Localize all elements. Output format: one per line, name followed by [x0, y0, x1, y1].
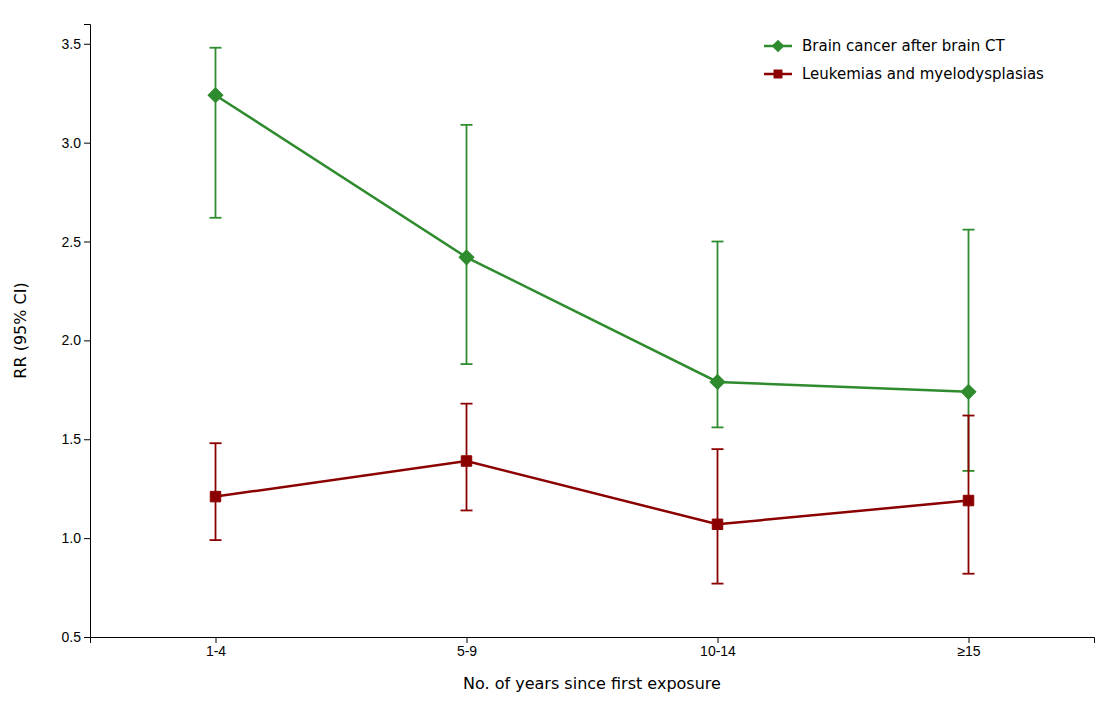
marker: [712, 519, 722, 529]
x-tick-label: 5-9: [457, 643, 477, 659]
error-bar: [963, 416, 975, 574]
error-bar-line: [968, 416, 970, 574]
plot: 0.5 1.0 1.5 2.0 2.5 3.0 3.5 1-4 5-9 10-14 ≥15 Brain…: [62, 25, 1095, 659]
marker: [208, 88, 223, 103]
y-tick-label: 0.5: [62, 629, 82, 645]
marker: [961, 384, 976, 399]
y-axis-line: [84, 25, 91, 638]
error-bar: [210, 443, 222, 540]
legend: Brain cancer after brain CT Leukemias and…: [764, 37, 1044, 83]
y-tick-mark: [84, 143, 90, 144]
error-bar-cap: [963, 415, 975, 417]
error-bar-cap: [461, 403, 473, 405]
x-tick: 1-4: [206, 637, 226, 659]
x-axis: 1-4 5-9 10-14 ≥15: [91, 637, 1095, 659]
y-tick: 3.5: [62, 36, 90, 52]
y-tick: 2.0: [62, 332, 90, 348]
series: [210, 404, 975, 584]
y-tick-mark: [84, 439, 90, 440]
error-bar-cap: [712, 583, 724, 585]
legend-label: Leukemias and myelodysplasias: [802, 65, 1044, 83]
legend-item: Leukemias and myelodysplasias: [764, 65, 1044, 83]
y-tick-label: 3.5: [62, 36, 82, 52]
marker: [210, 491, 220, 501]
error-bar-cap: [461, 363, 473, 365]
error-bar-cap: [963, 229, 975, 231]
y-axis: 0.5 1.0 1.5 2.0 2.5 3.0 3.5: [62, 25, 91, 645]
error-bar-line: [717, 242, 719, 428]
error-bar: [461, 125, 473, 364]
y-tick-label: 2.0: [62, 332, 82, 348]
error-bar-cap: [712, 241, 724, 243]
error-bar: [712, 242, 724, 428]
y-tick-mark: [84, 538, 90, 539]
error-bar-cap: [712, 448, 724, 450]
x-tick-label: 10-14: [700, 643, 736, 659]
y-tick-mark: [84, 637, 90, 638]
error-bar-cap: [461, 124, 473, 126]
error-bar-cap: [461, 510, 473, 512]
marker: [710, 374, 725, 389]
error-bar-cap: [210, 217, 222, 219]
line: [216, 461, 969, 524]
error-bar-cap: [210, 442, 222, 444]
x-tick: ≥15: [957, 637, 980, 659]
marks: [208, 48, 976, 584]
y-tick-mark: [84, 340, 90, 341]
y-tick: 3.0: [62, 135, 90, 151]
series: [208, 48, 976, 471]
error-bar-cap: [210, 47, 222, 49]
error-bar-cap: [963, 573, 975, 575]
x-axis-title: No. of years since first exposure: [463, 674, 721, 693]
error-bar: [210, 48, 222, 218]
y-tick: 1.0: [62, 530, 90, 546]
x-tick-label: 1-4: [206, 643, 226, 659]
x-tick: 5-9: [457, 637, 477, 659]
y-tick-label: 3.0: [62, 135, 82, 151]
x-axis-line: [91, 638, 1095, 644]
error-bar-line: [717, 449, 719, 583]
marker: [459, 250, 474, 265]
y-tick-mark: [84, 242, 90, 243]
chart: 0.5 1.0 1.5 2.0 2.5 3.0 3.5 1-4 5-9 10-14 ≥15 Brain…: [0, 0, 1118, 707]
y-axis-title: RR (95% CI): [11, 282, 30, 378]
marker: [963, 495, 973, 505]
y-tick-label: 1.5: [62, 431, 82, 447]
legend-label: Brain cancer after brain CT: [802, 37, 1005, 55]
marker: [461, 456, 471, 466]
error-bar-cap: [712, 426, 724, 428]
y-tick: 0.5: [62, 629, 90, 645]
y-tick: 2.5: [62, 233, 90, 249]
error-bar-line: [466, 125, 468, 364]
line: [216, 95, 969, 392]
y-tick-mark: [84, 44, 90, 45]
y-tick-label: 1.0: [62, 530, 82, 546]
error-bar: [712, 449, 724, 583]
x-tick-label: ≥15: [957, 643, 980, 659]
error-bar: [461, 404, 473, 511]
legend-item: Brain cancer after brain CT: [764, 37, 1005, 55]
error-bar-cap: [210, 539, 222, 541]
legend-marker: [774, 70, 783, 79]
y-tick: 1.5: [62, 431, 90, 447]
y-tick-label: 2.5: [62, 233, 82, 249]
error-bar-line: [215, 48, 217, 218]
legend-marker: [772, 40, 785, 53]
x-tick: 10-14: [700, 637, 736, 659]
